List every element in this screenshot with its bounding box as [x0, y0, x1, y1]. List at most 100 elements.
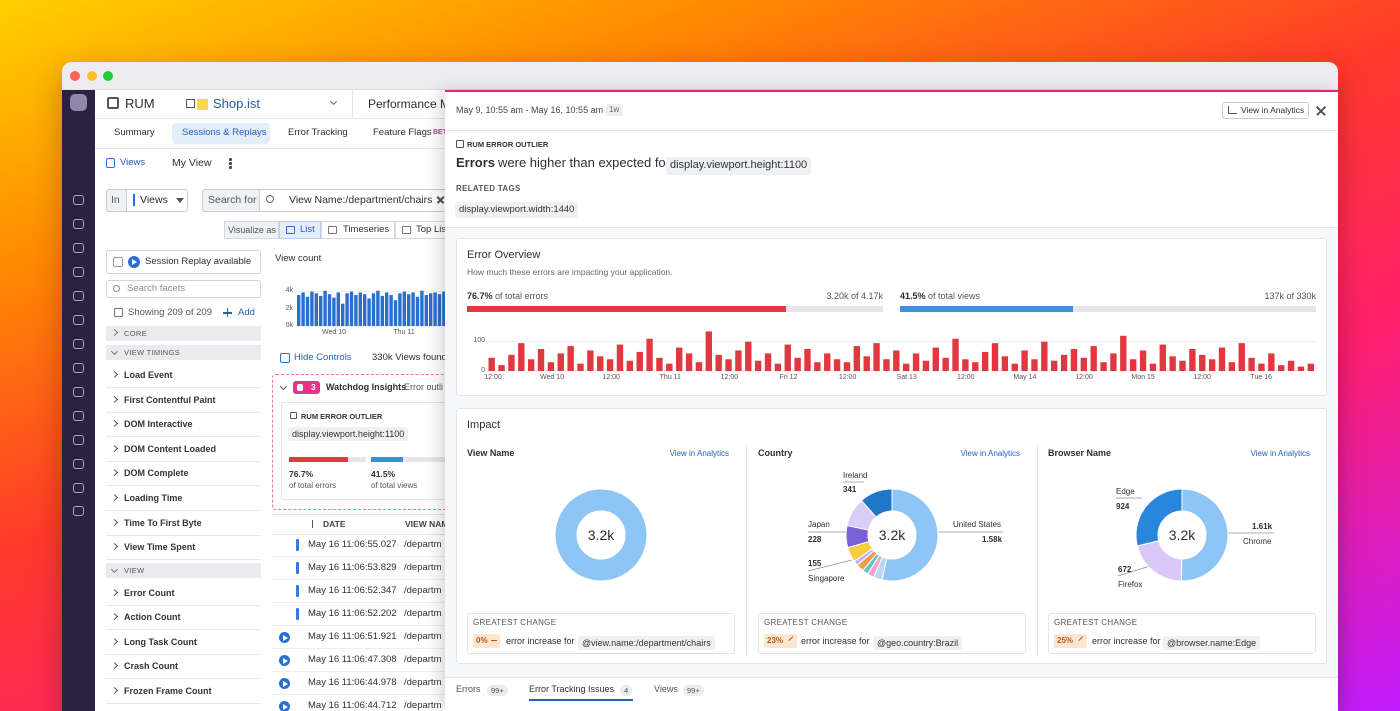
facet-group-header[interactable] — [106, 563, 261, 578]
window-button[interactable] — [70, 71, 80, 81]
option-label[interactable]: Top Lis — [416, 224, 447, 236]
tag[interactable]: @geo.country:Brazil — [873, 635, 963, 651]
facet[interactable]: DOM Interactive — [124, 418, 193, 429]
tab[interactable]: Error Tracking — [288, 127, 348, 139]
cell[interactable]: /departm — [404, 654, 442, 666]
visualize-option[interactable] — [279, 221, 321, 239]
facet-group-title[interactable]: VIEW TIMINGS — [124, 347, 180, 357]
facet[interactable]: Crash Count — [124, 660, 178, 671]
tab[interactable]: Errors — [456, 683, 481, 694]
nav-icon[interactable] — [73, 387, 84, 397]
label: of total errors — [289, 481, 337, 491]
cell[interactable]: /departm — [404, 585, 442, 597]
hide-controls[interactable]: Hide Controls — [294, 352, 352, 364]
facet-group-header[interactable] — [106, 326, 261, 341]
label: GREATEST CHANGE — [764, 618, 848, 628]
tab[interactable]: Sessions & Replays — [182, 127, 267, 139]
nav-icon[interactable] — [73, 267, 84, 277]
nav-icon[interactable] — [73, 483, 84, 493]
sort-icon — [312, 520, 314, 528]
cell[interactable]: /departm — [404, 562, 442, 574]
tag[interactable]: @browser.name:Edge — [1163, 635, 1261, 651]
app-name[interactable]: Shop.ist — [213, 96, 260, 112]
view-name[interactable]: My View — [172, 156, 212, 169]
cell[interactable]: May 16 11:06:47.308 — [308, 654, 397, 666]
add-button[interactable]: Add — [238, 307, 255, 319]
facet[interactable]: View Time Spent — [124, 541, 196, 552]
tab[interactable]: Summary — [114, 127, 155, 139]
column-header[interactable]: VIEW NAM — [405, 518, 449, 529]
window-button[interactable] — [103, 71, 113, 81]
facet-group-header[interactable] — [106, 345, 261, 360]
analytics-button[interactable] — [1222, 102, 1309, 119]
option-label[interactable]: List — [300, 224, 315, 236]
window-button[interactable] — [86, 71, 97, 81]
checkbox[interactable] — [113, 257, 123, 267]
replay-filter[interactable] — [106, 250, 261, 274]
nav-icon[interactable] — [73, 291, 84, 301]
watchdog-title[interactable]: Watchdog Insights — [326, 381, 407, 392]
cell[interactable]: /departm — [404, 677, 442, 689]
facet[interactable]: DOM Content Loaded — [124, 443, 216, 454]
facet[interactable]: DOM Complete — [124, 467, 189, 478]
change-badge — [1054, 634, 1087, 648]
cell[interactable]: /departm — [404, 539, 442, 551]
divider — [106, 678, 261, 679]
facet-group-title[interactable]: VIEW — [124, 565, 145, 575]
facet[interactable]: Long Task Count — [124, 636, 197, 647]
views-link[interactable]: Views — [120, 157, 146, 169]
tab[interactable]: Feature Flags — [373, 127, 432, 139]
x-tick-label: Sat 13 — [896, 373, 917, 381]
facet-search[interactable] — [106, 280, 261, 298]
cell[interactable]: /departm — [404, 631, 442, 643]
cell[interactable]: /departm — [404, 608, 442, 620]
facet[interactable]: Loading Time — [124, 492, 183, 503]
y-tick-label: 2k — [285, 304, 293, 312]
nav-icon[interactable] — [73, 219, 84, 229]
nav-icon[interactable] — [73, 363, 84, 373]
cell[interactable]: May 16 11:06:51.921 — [308, 631, 397, 643]
cell[interactable]: May 16 11:06:44.978 — [308, 677, 397, 689]
facet[interactable]: Load Event — [124, 369, 173, 380]
cell[interactable]: May 16 11:06:52.347 — [308, 585, 397, 597]
nav-icon[interactable] — [73, 339, 84, 349]
divider — [95, 148, 445, 149]
link[interactable]: View in Analytics — [960, 449, 1020, 459]
tab[interactable]: Views — [654, 683, 678, 694]
nav-icon[interactable] — [73, 411, 84, 421]
link[interactable]: View in Analytics — [669, 449, 729, 459]
segment-value: 672 — [1118, 565, 1132, 575]
tab[interactable]: Error Tracking Issues — [529, 683, 615, 694]
nav-icon[interactable] — [73, 243, 84, 253]
segment-label: Singapore — [808, 574, 845, 584]
column-header[interactable]: DATE — [323, 518, 346, 529]
tag: display.viewport.height:1100 — [666, 157, 812, 175]
cell[interactable]: /departm — [404, 700, 442, 711]
cell[interactable]: May 16 11:06:53.829 — [308, 562, 397, 574]
tag[interactable]: display.viewport.width:1440 — [455, 202, 579, 218]
nav-icon[interactable] — [73, 315, 84, 325]
facet[interactable]: Frozen Frame Count — [124, 685, 212, 696]
cell[interactable]: May 16 11:06:44.712 — [308, 700, 397, 711]
nav-icon[interactable] — [73, 459, 84, 469]
analytics-button-label[interactable]: View in Analytics — [1241, 104, 1305, 115]
insight-card[interactable] — [281, 402, 451, 500]
nav-icon[interactable] — [73, 506, 84, 516]
link[interactable]: View in Analytics — [1250, 449, 1310, 459]
logo[interactable] — [70, 94, 87, 111]
views-icon — [106, 158, 115, 168]
section-name[interactable]: Performance Mo — [368, 96, 457, 111]
cell[interactable]: May 16 11:06:55.027 — [308, 539, 397, 551]
option-label[interactable]: Timeseries — [343, 224, 390, 236]
nav-icon[interactable] — [73, 435, 84, 445]
facet[interactable]: Error Count — [124, 587, 175, 598]
nav-icon[interactable] — [73, 195, 84, 205]
time-range[interactable]: May 9, 10:55 am - May 16, 10:55 am — [456, 104, 604, 115]
cell[interactable]: May 16 11:06:52.202 — [308, 608, 397, 620]
facet[interactable]: First Contentful Paint — [124, 394, 216, 405]
tag[interactable]: @view.name:/department/chairs — [578, 635, 715, 651]
facet[interactable]: Time To First Byte — [124, 517, 202, 528]
visualize-option[interactable] — [321, 221, 395, 239]
facet-group-title[interactable]: CORE — [124, 328, 147, 338]
facet[interactable]: Action Count — [124, 611, 181, 622]
